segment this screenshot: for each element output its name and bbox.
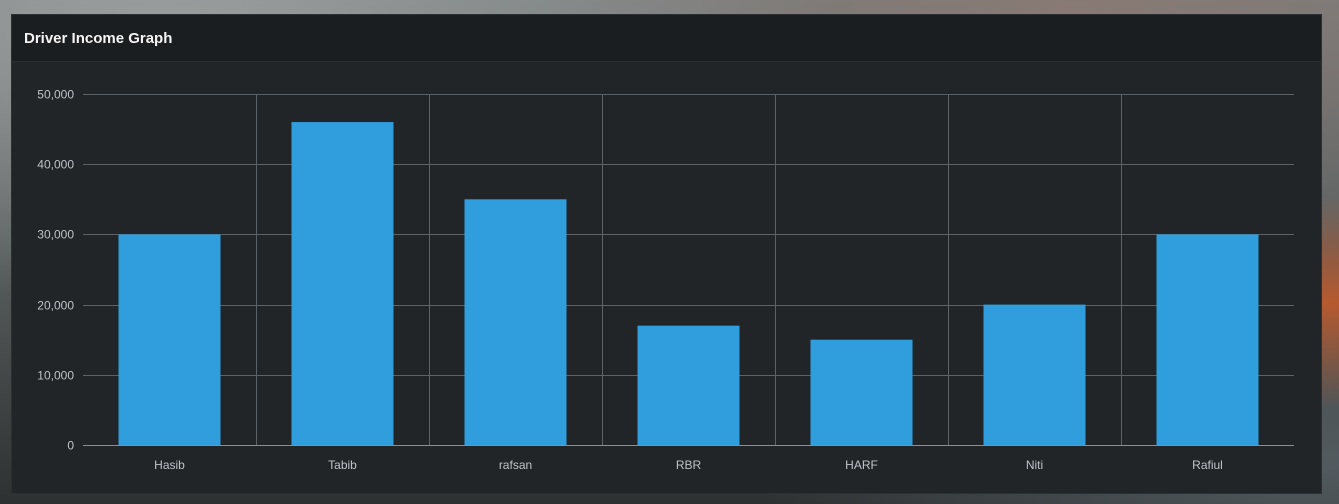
x-tick-label: Rafiul xyxy=(1192,458,1223,472)
y-tick-label: 20,000 xyxy=(37,299,74,313)
bar-hasib xyxy=(118,234,221,445)
bar-rafiul xyxy=(1156,234,1259,445)
y-tick-label: 50,000 xyxy=(37,88,74,102)
bar-rbr xyxy=(637,325,740,445)
bar-chart: 0 10,000 20,000 30,000 40,000 50,000 Hasib Tabi… xyxy=(37,88,1294,473)
axis-layer: 0 10,000 20,000 30,000 40,000 50,000 Hasib Tabi… xyxy=(37,88,1223,473)
card-header: Driver Income Graph xyxy=(12,15,1321,62)
y-tick-label: 0 xyxy=(67,439,74,453)
x-tick-label: rafsan xyxy=(499,458,532,472)
bar-harf xyxy=(810,339,913,445)
y-tick-label: 10,000 xyxy=(37,369,74,383)
x-tick-label: Tabib xyxy=(328,458,357,472)
x-tick-label: Niti xyxy=(1026,458,1043,472)
y-tick-label: 30,000 xyxy=(37,228,74,242)
card-title: Driver Income Graph xyxy=(24,29,173,47)
y-tick-label: 40,000 xyxy=(37,158,74,172)
bar-layer xyxy=(118,122,1259,445)
x-tick-label: Hasib xyxy=(154,458,185,472)
bar-tabib xyxy=(291,122,394,445)
grid-layer xyxy=(83,94,1294,446)
x-tick-label: RBR xyxy=(676,458,702,472)
x-tick-label: HARF xyxy=(845,458,878,472)
bar-niti xyxy=(983,304,1086,445)
bar-rafsan xyxy=(464,199,567,445)
driver-income-card: Driver Income Graph 0 10,000 20,000 30,000 4… xyxy=(11,14,1322,494)
